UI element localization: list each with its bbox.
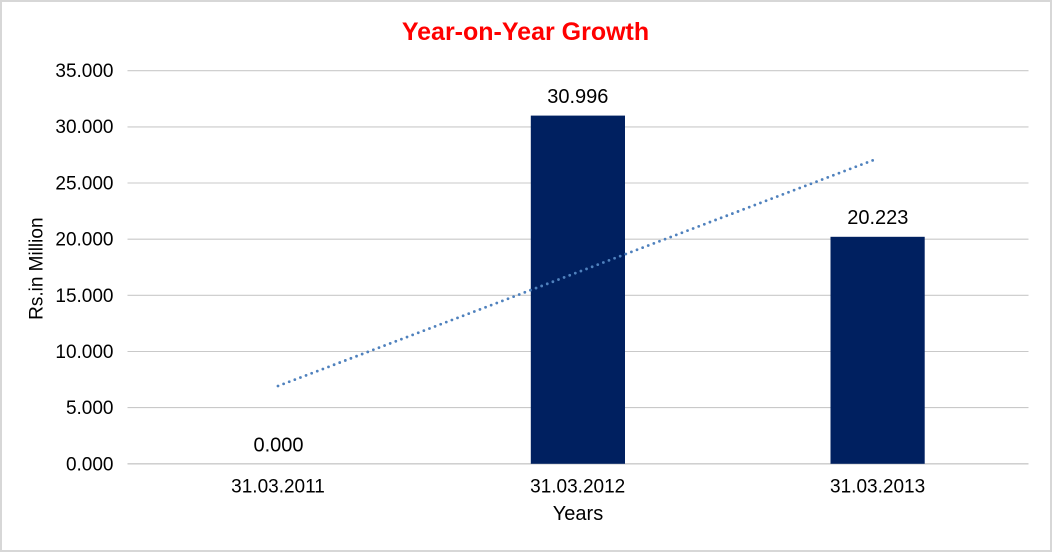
svg-text:20.223: 20.223 — [847, 207, 908, 229]
svg-text:Years: Years — [553, 503, 603, 525]
svg-text:20.000: 20.000 — [55, 230, 113, 251]
svg-text:10.000: 10.000 — [55, 342, 113, 363]
svg-text:0.000: 0.000 — [253, 434, 303, 456]
svg-text:31.03.2012: 31.03.2012 — [530, 477, 625, 498]
svg-text:Year-on-Year Growth: Year-on-Year Growth — [402, 18, 649, 46]
svg-text:30.996: 30.996 — [547, 86, 608, 108]
svg-text:35.000: 35.000 — [55, 61, 113, 82]
svg-text:Rs.in Million: Rs.in Million — [27, 217, 48, 319]
svg-text:31.03.2013: 31.03.2013 — [830, 477, 925, 498]
svg-text:5.000: 5.000 — [66, 398, 114, 419]
svg-text:15.000: 15.000 — [55, 286, 113, 307]
svg-text:31.03.2011: 31.03.2011 — [231, 477, 325, 498]
svg-text:30.000: 30.000 — [55, 117, 113, 138]
svg-text:0.000: 0.000 — [66, 454, 114, 475]
svg-text:25.000: 25.000 — [55, 173, 113, 194]
